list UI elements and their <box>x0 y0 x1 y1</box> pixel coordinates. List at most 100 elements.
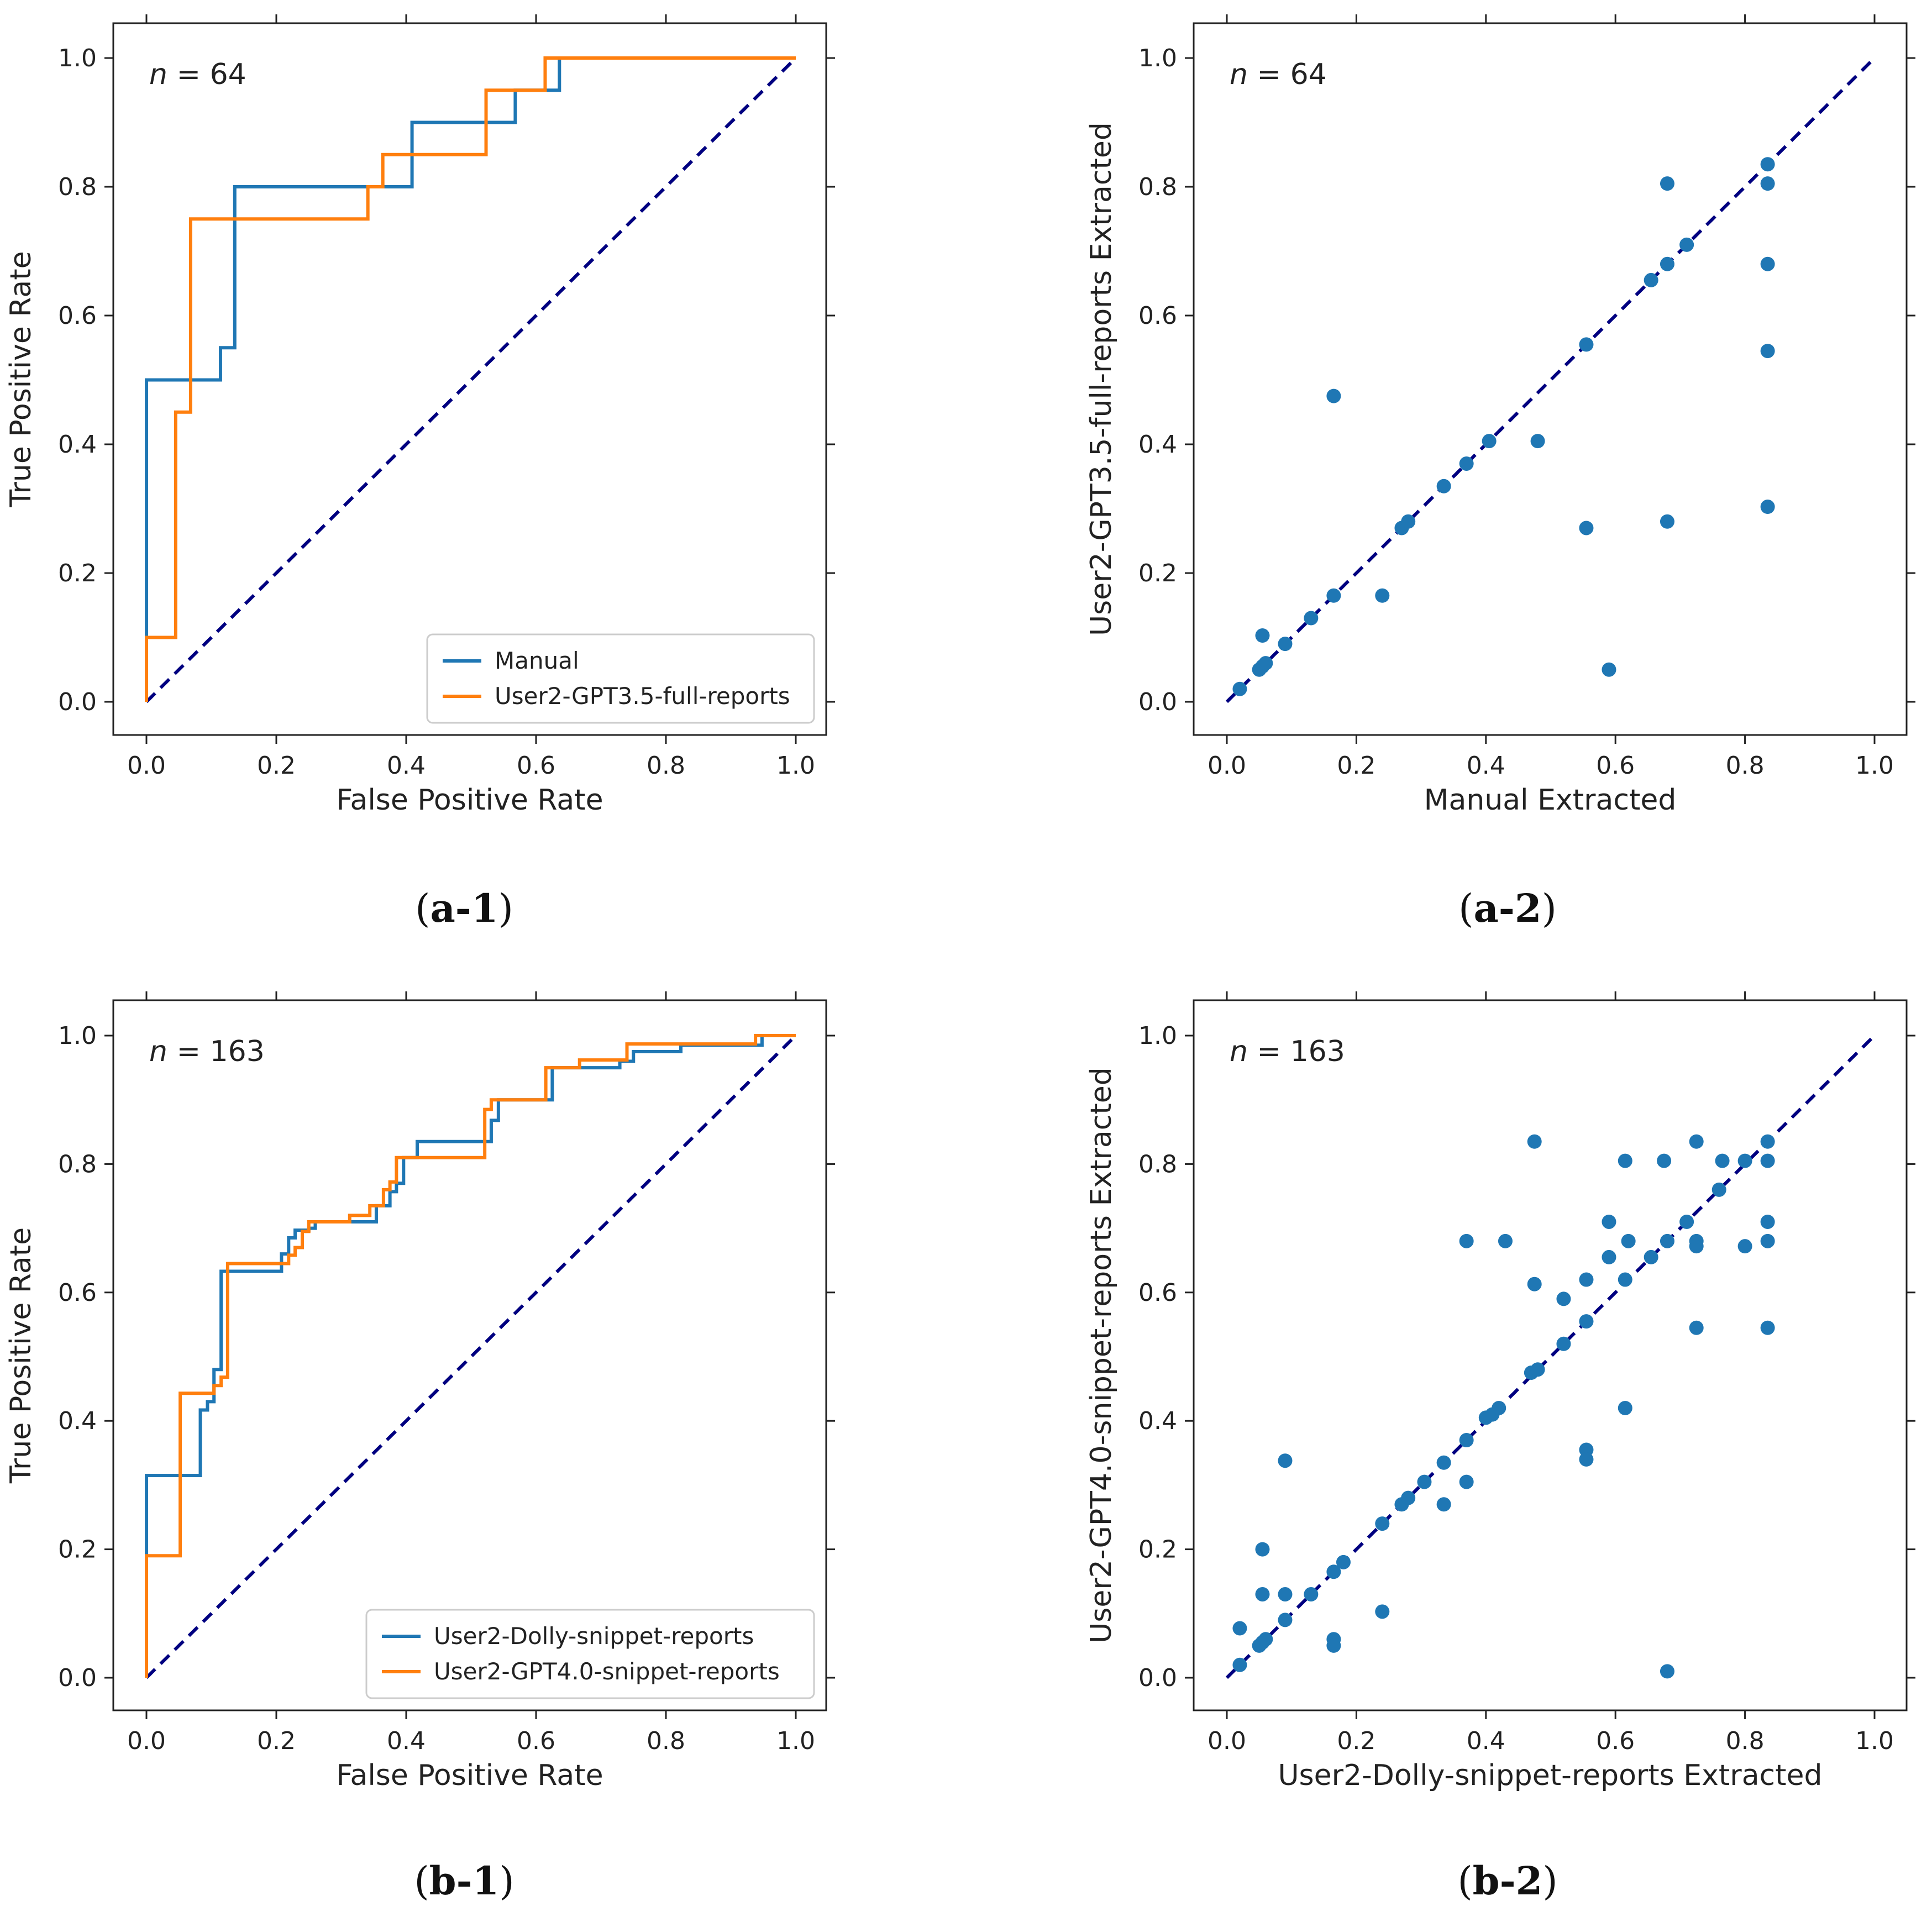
scatter-point <box>1712 1182 1726 1197</box>
chart-a2: 0.0 0.2 0.4 0.6 0.8 1.0 0.0 0.2 0.4 0.6 0.8 1.0 Manu… <box>1085 14 1915 931</box>
panel-label-open: ( <box>415 886 430 931</box>
scatter-point <box>1579 1452 1594 1467</box>
roc-curve-2 <box>145 1034 796 1678</box>
legend-label: User2-Dolly-snippet-reports <box>434 1622 754 1650</box>
x-axis-label: Manual Extracted <box>1424 784 1677 817</box>
scatter-point <box>1660 514 1674 529</box>
scatter-point <box>1498 1233 1513 1248</box>
scatter-point <box>1278 1453 1293 1468</box>
scatter-point <box>1657 1153 1672 1168</box>
y-tick-label: 0.4 <box>58 430 97 459</box>
plot-frame <box>1193 999 1908 1711</box>
scatter-point <box>1579 521 1594 535</box>
plot-frame <box>112 22 827 736</box>
y-tick-label: 1.0 <box>1138 44 1177 72</box>
y-tick-label: 0.8 <box>1138 173 1177 201</box>
scatter-point <box>1482 434 1497 449</box>
y-tick-label: 0.6 <box>58 302 97 330</box>
scatter-point <box>1258 656 1273 671</box>
scatter-point <box>1602 662 1616 677</box>
scatter-point <box>1579 1314 1594 1329</box>
roc-curve-1 <box>145 1034 796 1678</box>
plot-area <box>145 56 797 703</box>
scatter-point <box>1760 1233 1775 1248</box>
scatter-point <box>1492 1400 1506 1415</box>
y-tick-label: 0.8 <box>58 173 97 201</box>
y-tick-label: 0.2 <box>58 1536 97 1564</box>
y-tick-label: 0.4 <box>1138 1407 1177 1435</box>
scatter-point <box>1375 588 1390 603</box>
scatter-point <box>1737 1239 1752 1254</box>
x-axis-label: False Positive Rate <box>336 784 603 817</box>
y-tick-label: 0.0 <box>58 1664 97 1692</box>
scatter-point <box>1660 256 1674 271</box>
panel-label-id: a-2 <box>1473 885 1541 931</box>
scatter-point <box>1689 1134 1704 1149</box>
x-tick-label: 0.4 <box>387 752 426 780</box>
y-axis-label: User2-GPT4.0-snippet-reports Extracted <box>1085 1067 1118 1643</box>
y-axis-label: User2-GPT3.5-full-reports Extracted <box>1085 122 1118 636</box>
y-tick-label: 1.0 <box>58 1022 97 1050</box>
n-symbol: n <box>1230 58 1248 91</box>
plot-frame <box>1193 22 1908 736</box>
scatter-point <box>1375 1604 1390 1619</box>
x-tick-label: 0.6 <box>1596 752 1635 780</box>
y-tick-label: 0.8 <box>1138 1150 1177 1178</box>
scatter-point <box>1556 1291 1571 1306</box>
x-tick-label: 0.0 <box>1208 752 1246 780</box>
scatter-point <box>1255 628 1270 643</box>
scatter-point <box>1278 1613 1293 1627</box>
scatter-point <box>1760 256 1775 271</box>
legend-label: User2-GPT4.0-snippet-reports <box>434 1658 780 1685</box>
n-symbol: n <box>149 1035 167 1068</box>
scatter-point <box>1602 1249 1616 1264</box>
x-tick-label: 0.0 <box>1208 1727 1246 1755</box>
panel-label-open: ( <box>1458 886 1473 931</box>
x-tick-label: 0.2 <box>257 1727 296 1755</box>
n-value: = 163 <box>167 1035 265 1068</box>
scatter-point <box>1618 1400 1632 1415</box>
scatter-point <box>1436 1455 1451 1470</box>
scatter-point <box>1530 434 1545 449</box>
panel-label-id: b-1 <box>429 1858 500 1904</box>
x-tick-label: 0.8 <box>1726 1727 1765 1755</box>
scatter-point <box>1760 1320 1775 1335</box>
scatter-point <box>1326 588 1341 603</box>
scatter-point <box>1689 1239 1704 1254</box>
panel-label-id: a-1 <box>430 885 498 931</box>
y-axis-label: True Positive Rate <box>4 1227 38 1484</box>
roc-curve-1 <box>145 56 796 702</box>
panel-label: (b-2) <box>1457 1858 1557 1904</box>
scatter-point <box>1760 1134 1775 1149</box>
scatter-point <box>1760 344 1775 359</box>
x-tick-label: 0.4 <box>1467 752 1505 780</box>
y-tick-label: 1.0 <box>58 44 97 72</box>
scatter-point <box>1760 157 1775 172</box>
scatter-point <box>1255 1587 1270 1601</box>
x-tick-label: 0.2 <box>1337 752 1376 780</box>
roc-curve-2 <box>145 56 796 702</box>
panel-label-close: ) <box>498 886 513 931</box>
scatter-point <box>1579 337 1594 352</box>
scatter-point <box>1530 1362 1545 1377</box>
y-axis-label: True Positive Rate <box>4 251 38 507</box>
plot-area <box>1225 1034 1876 1679</box>
reference-diagonal-line <box>145 56 797 703</box>
y-tick-label: 0.6 <box>1138 302 1177 330</box>
scatter-point <box>1401 514 1416 529</box>
legend-label: User2-GPT3.5-full-reports <box>495 682 790 710</box>
scatter-point <box>1232 1621 1247 1636</box>
legend: User2-Dolly-snippet-reports User2-GPT4.0-… <box>365 1609 815 1699</box>
scatter-point <box>1689 1320 1704 1335</box>
legend-label: Manual <box>495 647 579 674</box>
scatter-point <box>1621 1233 1636 1248</box>
panel-label-open: ( <box>1457 1858 1472 1904</box>
scatter-point <box>1326 388 1341 403</box>
scatter-point <box>1660 176 1674 191</box>
sample-size-annotation: n = 64 <box>1230 58 1327 91</box>
x-tick-label: 0.0 <box>127 1727 166 1755</box>
y-tick-label: 0.4 <box>1138 430 1177 459</box>
scatter-point <box>1602 1214 1616 1229</box>
y-tick-label: 0.4 <box>58 1407 97 1435</box>
x-tick-label: 0.6 <box>517 1727 555 1755</box>
